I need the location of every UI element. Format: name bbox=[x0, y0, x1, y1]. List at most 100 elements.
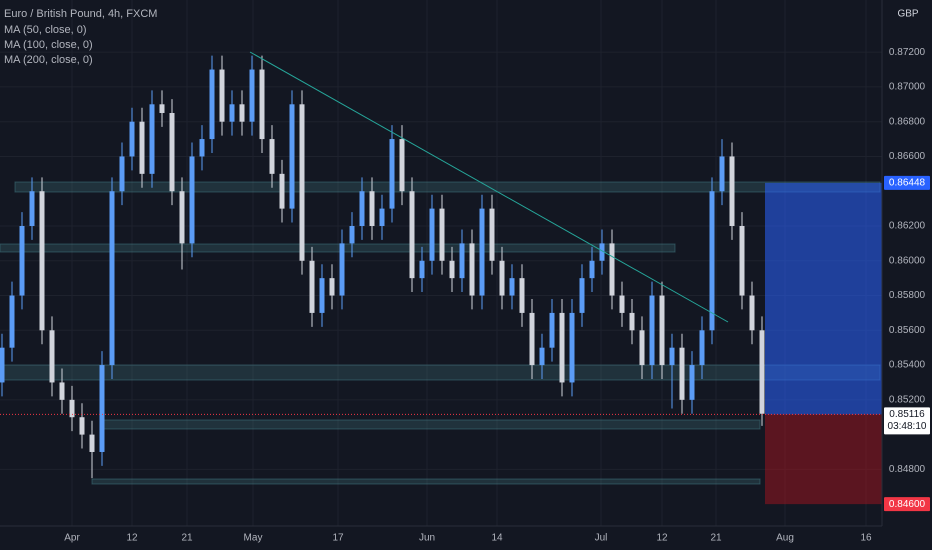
chart-title: Euro / British Pound, 4h, FXCM bbox=[4, 8, 157, 20]
candle-body bbox=[19, 225, 25, 296]
candle-body bbox=[449, 260, 455, 279]
x-tick-label: Aug bbox=[776, 533, 794, 544]
candle-body bbox=[199, 139, 205, 157]
candle-body bbox=[219, 69, 225, 122]
y-tick-label: 0.85200 bbox=[889, 394, 926, 405]
candle-body bbox=[229, 104, 235, 122]
position-tool bbox=[0, 182, 882, 505]
candle-body bbox=[379, 208, 385, 226]
candle-body bbox=[729, 156, 735, 226]
x-tick-label: Jul bbox=[595, 533, 608, 544]
candle-body bbox=[109, 191, 115, 366]
candle-body bbox=[749, 295, 755, 331]
x-tick-label: 14 bbox=[491, 533, 503, 544]
candle-body bbox=[259, 69, 265, 140]
y-tick-label: 0.87200 bbox=[889, 47, 926, 58]
indicator-label: MA (100, close, 0) bbox=[4, 39, 93, 51]
candle-body bbox=[179, 191, 185, 244]
y-tick-label: 0.84800 bbox=[889, 464, 926, 475]
x-tick-label: 17 bbox=[332, 533, 344, 544]
y-tick-label: 0.87000 bbox=[889, 82, 926, 93]
candle-body bbox=[559, 312, 565, 383]
candle-body bbox=[579, 278, 585, 313]
zone bbox=[14, 181, 881, 193]
candle-body bbox=[639, 330, 645, 366]
candle-body bbox=[599, 243, 605, 261]
candle-body bbox=[269, 139, 275, 174]
stop-label: 0.84600 bbox=[889, 499, 926, 510]
candle-body bbox=[389, 139, 395, 209]
candle-body bbox=[159, 104, 165, 113]
indicator-label: MA (200, close, 0) bbox=[4, 54, 93, 66]
candle-body bbox=[209, 69, 215, 140]
candle-body bbox=[399, 139, 405, 192]
x-tick-label: Jun bbox=[419, 533, 435, 544]
candle-body bbox=[29, 191, 35, 226]
candle-body bbox=[129, 121, 135, 157]
y-tick-label: 0.85600 bbox=[889, 325, 926, 336]
stop-label-box bbox=[884, 497, 930, 512]
candle-body bbox=[349, 225, 355, 244]
candle-body bbox=[709, 191, 715, 331]
candle-body bbox=[319, 278, 325, 313]
candle-body bbox=[459, 243, 465, 279]
indicator-label: MA (50, close, 0) bbox=[4, 24, 87, 36]
candle-body bbox=[489, 208, 495, 261]
candle-body bbox=[479, 208, 485, 296]
y-tick-label: 0.85800 bbox=[889, 290, 926, 301]
candle-body bbox=[309, 260, 315, 313]
candle-body bbox=[609, 243, 615, 296]
plot bbox=[0, 55, 765, 479]
candle-body bbox=[549, 312, 555, 348]
last-label-box bbox=[884, 407, 930, 435]
target-label: 0.86448 bbox=[889, 178, 926, 189]
x-tick-label: Apr bbox=[64, 533, 80, 544]
axes: 0.87200 0.87000 0.86800 0.86600 0.86200 0.860… bbox=[64, 47, 930, 544]
candle-body bbox=[0, 347, 5, 383]
candle-body bbox=[439, 208, 445, 261]
candle-body bbox=[169, 112, 175, 192]
candle-body bbox=[689, 365, 695, 400]
zone bbox=[0, 364, 881, 381]
candle-body bbox=[69, 399, 75, 418]
candle-body bbox=[139, 121, 145, 174]
candle-body bbox=[539, 347, 545, 366]
candle-body bbox=[419, 260, 425, 279]
candle-body bbox=[569, 312, 575, 383]
candle-body bbox=[149, 104, 155, 174]
x-tick-label: May bbox=[244, 533, 263, 544]
y-tick-label: 0.86600 bbox=[889, 151, 926, 162]
zone bbox=[0, 243, 676, 253]
candle-body bbox=[189, 156, 195, 244]
candle-body bbox=[739, 225, 745, 296]
candle-body bbox=[359, 191, 365, 226]
zone bbox=[91, 478, 761, 485]
y-tick-label: 0.86200 bbox=[889, 221, 926, 232]
x-tick-label: 21 bbox=[181, 533, 193, 544]
trend-line bbox=[249, 51, 729, 323]
candle-body bbox=[719, 156, 725, 192]
candle-body bbox=[409, 191, 415, 279]
candle-body bbox=[79, 417, 85, 435]
candle-body bbox=[469, 243, 475, 296]
candle-body bbox=[759, 330, 765, 414]
candle-body bbox=[299, 104, 305, 261]
candle-body bbox=[659, 295, 665, 366]
candle-body bbox=[289, 104, 295, 209]
currency-label[interactable]: GBP bbox=[897, 9, 918, 20]
target-zone bbox=[765, 182, 882, 415]
stop-zone bbox=[765, 414, 882, 505]
candle-body bbox=[519, 278, 525, 313]
candle-body bbox=[59, 382, 65, 400]
candle-body bbox=[649, 295, 655, 366]
x-tick-label: 16 bbox=[860, 533, 872, 544]
y-tick-label: 0.86800 bbox=[889, 116, 926, 127]
candle-body bbox=[119, 156, 125, 192]
candle-body bbox=[239, 104, 245, 122]
y-tick-label: 0.86000 bbox=[889, 255, 926, 266]
y-tick-label: 0.85400 bbox=[889, 360, 926, 371]
candle-body bbox=[339, 243, 345, 296]
candle-body bbox=[9, 295, 15, 348]
